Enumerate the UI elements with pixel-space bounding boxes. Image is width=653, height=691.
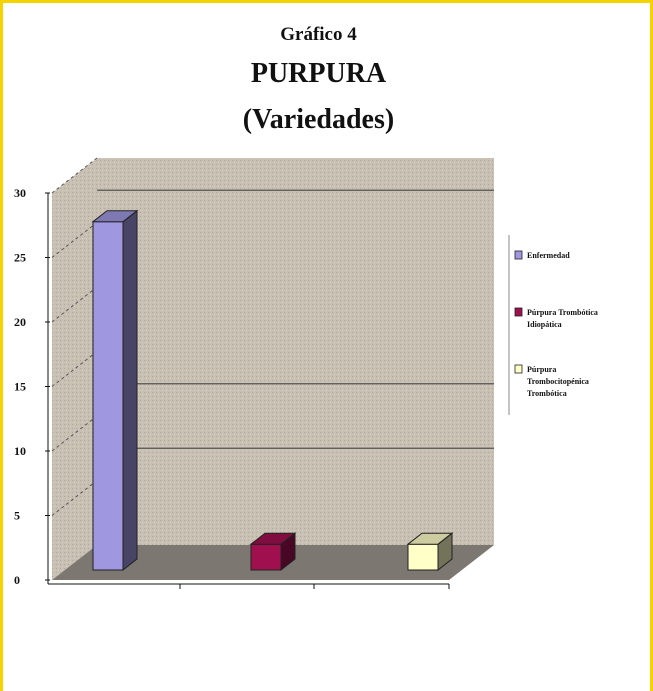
y-tick-label: 10 <box>14 444 26 458</box>
bar <box>249 532 297 572</box>
chart-subtitle: PURPURA <box>250 58 387 89</box>
bar-side <box>122 209 138 572</box>
y-tick-label: 5 <box>14 509 20 523</box>
legend-label: Enfermedad <box>527 251 570 260</box>
legend-swatch <box>514 364 523 374</box>
y-tick-label: 20 <box>14 315 26 329</box>
legend-swatch <box>514 307 523 317</box>
legend-label: Idiopática <box>527 320 562 329</box>
y-tick-label: 30 <box>14 186 26 200</box>
bar-top <box>91 210 139 223</box>
back-wall <box>97 158 494 545</box>
legend-item: Púrpura Trombocitopénica Trombótica <box>514 364 589 398</box>
chart-title: Gráfico 4 <box>280 24 357 45</box>
side-wall <box>52 158 97 580</box>
legend-label: Púrpura Trombótica <box>527 308 598 317</box>
y-axis: 0 5 10 15 20 25 30 <box>14 186 450 589</box>
legend-label: Trombocitopénica <box>527 377 589 386</box>
y-tick-label: 25 <box>14 251 26 265</box>
chart-subtitle-2: (Variedades) <box>242 104 395 135</box>
bar-front <box>92 221 124 571</box>
legend-label: Trombótica <box>527 389 567 398</box>
legend-item: Enfermedad <box>514 250 570 260</box>
bar-top <box>406 532 454 545</box>
bar <box>91 209 139 572</box>
y-tick-label: 15 <box>14 380 26 394</box>
legend-label: Púrpura <box>527 365 556 374</box>
bars <box>91 209 454 572</box>
bar-top <box>249 532 297 545</box>
y-tick-label: 0 <box>14 573 20 587</box>
bar-front <box>407 543 439 571</box>
bar-front <box>250 543 282 571</box>
gridlines <box>51 157 494 516</box>
legend-swatch <box>514 250 523 260</box>
bar <box>406 532 454 572</box>
legend-item: Púrpura Trombótica Idiopática <box>514 307 598 329</box>
